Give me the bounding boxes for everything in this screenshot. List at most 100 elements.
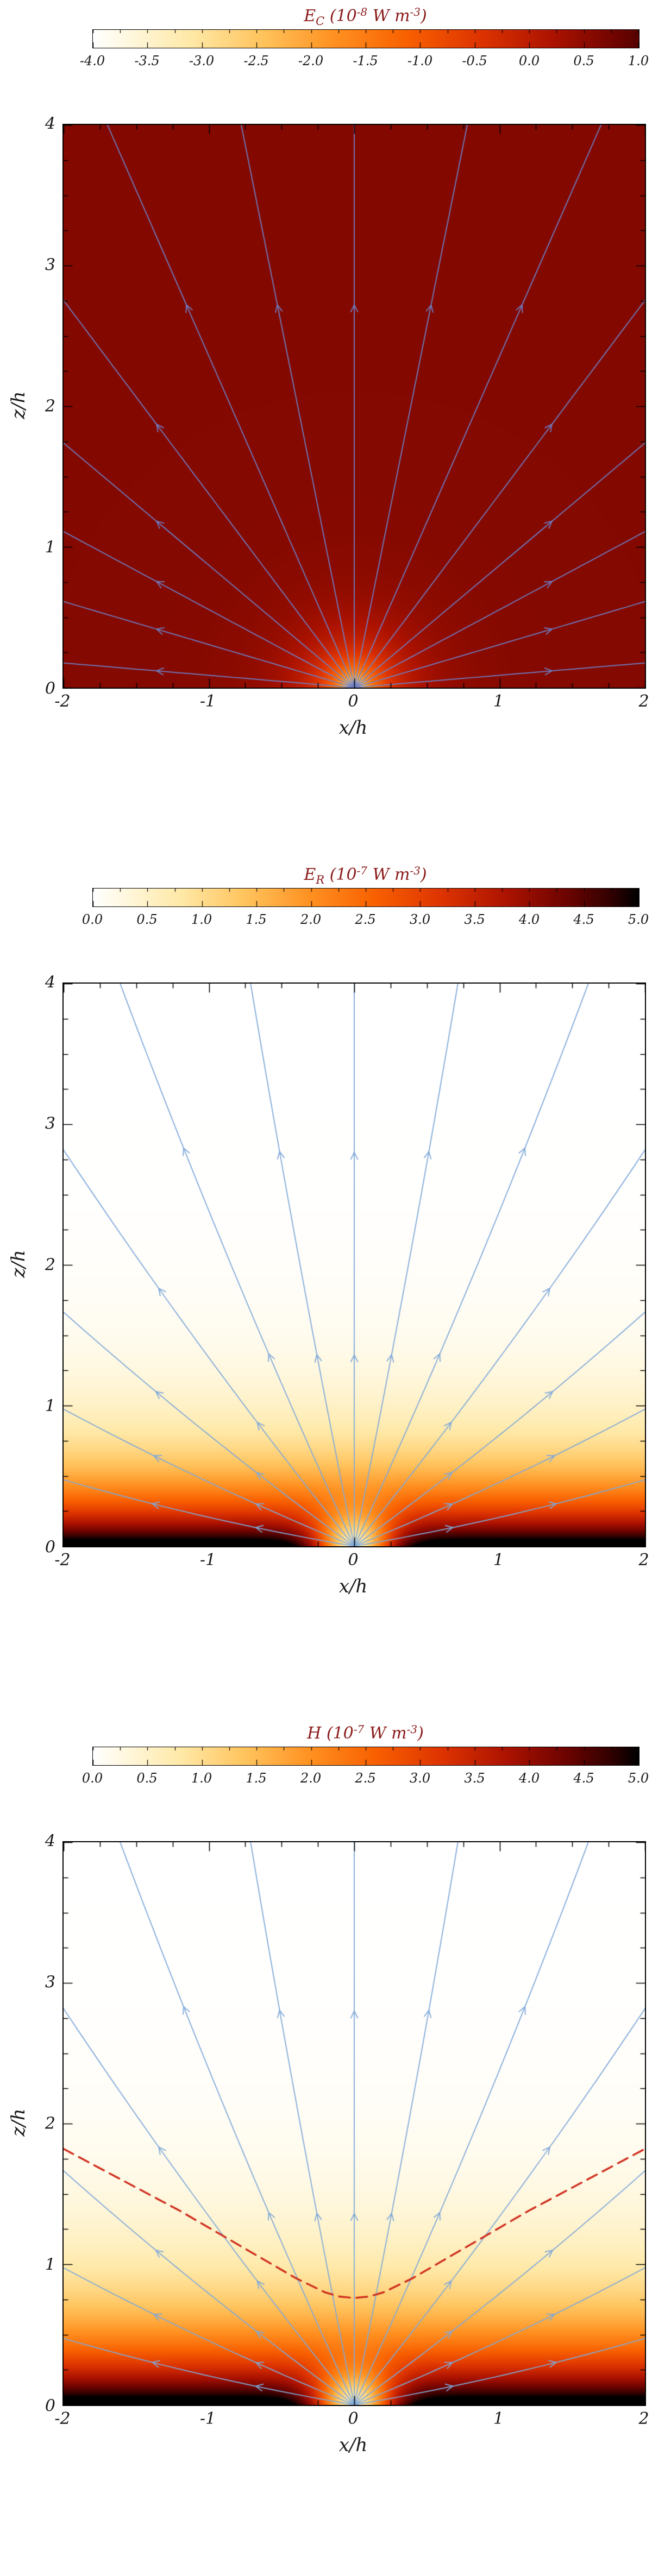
heatmap-streamlines-canvas [62, 982, 646, 1547]
colorbar-tick-label: 4.5 [573, 912, 594, 927]
heatmap-streamlines-canvas [62, 1841, 646, 2406]
x-tick-label: -2 [54, 692, 71, 711]
y-tick-label: 1 [45, 538, 55, 557]
x-tick-label: 1 [493, 2409, 504, 2428]
heatmap-streamlines-canvas [62, 124, 646, 689]
y-tick-label: 2 [45, 2114, 55, 2133]
x-tick-label: 0 [348, 2409, 359, 2428]
title-segment: -7 [353, 1723, 365, 1736]
colorbar-tick-label: 3.5 [464, 912, 485, 927]
title-segment: E [304, 865, 316, 884]
title-segment: H [307, 1724, 322, 1743]
y-tick-label: 1 [45, 2255, 55, 2275]
colorbar-tick-label: 2.5 [355, 1771, 376, 1786]
title-segment: ) [417, 1724, 424, 1743]
x-tick-label: 2 [638, 1551, 649, 1570]
x-tick-label: 2 [638, 692, 649, 711]
colorbar-tick-label: 5.0 [628, 1771, 649, 1786]
title-segment: (10 [324, 865, 357, 884]
title-segment: W m [364, 1724, 407, 1743]
colorbar-title: ER (10-7 W m-3) [92, 864, 638, 886]
panel-er: ER (10-7 W m-3) 0.0 0.5 1.0 1.5 2.0 2.5 3.0 3.5… [0, 859, 652, 1717]
title-segment: ) [420, 865, 427, 884]
y-tick-label: 4 [45, 973, 55, 992]
title-segment: W m [367, 865, 410, 884]
colorbar-tick-label: 4.0 [518, 1771, 540, 1786]
colorbar-title: EC (10-8 W m-3) [92, 5, 638, 28]
y-axis-tick-labels: 0 1 2 3 4 [0, 973, 55, 1557]
title-segment: C [316, 15, 325, 28]
title-segment: -3 [410, 864, 421, 877]
title-segment: ) [421, 7, 427, 26]
colorbar-tick-label: 1.5 [246, 912, 267, 927]
title-segment: -3 [406, 1723, 418, 1736]
y-tick-label: 1 [45, 1396, 55, 1416]
y-tick-label: 4 [45, 114, 55, 134]
y-tick-label: 0 [45, 1538, 55, 1557]
colorbar-tick-label: 2.0 [300, 912, 322, 927]
colorbar-tick-label: 1.0 [191, 1771, 212, 1786]
title-segment: -7 [356, 864, 368, 877]
x-tick-label: 1 [493, 1551, 504, 1570]
colorbar-gradient [92, 1747, 640, 1766]
x-axis-label: x/h [338, 717, 368, 739]
colorbar-tick-label: -2.0 [298, 53, 324, 68]
colorbar-tick-label: 4.5 [573, 1771, 594, 1786]
colorbar-tick-label: 0.5 [573, 53, 594, 68]
colorbar-tick-label: -3.5 [134, 53, 160, 68]
colorbar-tick-label: -1.0 [407, 53, 433, 68]
y-tick-label: 0 [45, 679, 55, 698]
colorbar-tick-label: 0.0 [518, 53, 540, 68]
colorbar-tick-labels: 0.0 0.5 1.0 1.5 2.0 2.5 3.0 3.5 4.0 4.5 5.0 [82, 912, 649, 928]
x-tick-label: -1 [199, 1551, 216, 1570]
y-tick-label: 4 [45, 1831, 55, 1851]
colorbar-tick-label: 1.0 [191, 912, 212, 927]
colorbar-tick-label: -4.0 [79, 53, 105, 68]
y-axis-tick-labels: 0 1 2 3 4 [0, 1832, 55, 2416]
y-tick-label: 2 [45, 396, 55, 416]
y-tick-label: 3 [45, 1114, 55, 1133]
title-segment: (10 [321, 1724, 354, 1743]
colorbar-tick-label: 2.5 [355, 912, 376, 927]
title-segment: R [316, 873, 325, 886]
x-tick-label: -1 [199, 2409, 216, 2428]
colorbar-tick-labels: -4.0 -3.5 -3.0 -2.5 -2.0 -1.5 -1.0 -0.5 0.0 0.5 1.… [80, 53, 649, 70]
panel-h: H (10-7 W m-3) 0.0 0.5 1.0 1.5 2.0 2.5 3.0 3.5 4… [0, 1717, 652, 2576]
colorbar-tick-label: 4.0 [518, 912, 540, 927]
y-tick-label: 3 [45, 255, 55, 275]
colorbar-gradient [92, 29, 640, 48]
x-axis-label: x/h [338, 1576, 368, 1597]
x-axis-tick-labels: -2 -1 0 1 2 [54, 692, 649, 713]
colorbar-tick-label: 5.0 [628, 912, 649, 927]
title-segment: -8 [356, 5, 368, 18]
panel-ec: EC (10-8 W m-3) -4.0 -3.5 -3.0 -2.5 -2.0 -1.5… [0, 0, 652, 859]
colorbar-tick-label: -0.5 [462, 53, 487, 68]
colorbar-title: H (10-7 W m-3) [92, 1723, 638, 1743]
x-axis-tick-labels: -2 -1 0 1 2 [54, 2409, 649, 2430]
x-tick-label: 0 [348, 1551, 359, 1570]
title-segment: E [304, 7, 316, 26]
colorbar-gradient [92, 888, 640, 907]
colorbar-tick-label: 0.5 [136, 1771, 158, 1786]
title-segment: (10 [324, 7, 357, 26]
colorbar-tick-labels: 0.0 0.5 1.0 1.5 2.0 2.5 3.0 3.5 4.0 4.5 5.0 [82, 1771, 649, 1787]
title-segment: W m [367, 7, 410, 26]
title-segment: -3 [410, 5, 421, 18]
x-tick-label: 1 [493, 692, 504, 711]
colorbar-tick-label: 3.5 [464, 1771, 485, 1786]
x-tick-label: 2 [638, 2409, 649, 2428]
x-tick-label: 0 [348, 692, 359, 711]
colorbar-tick-label: 0.0 [82, 1771, 103, 1786]
colorbar-tick-label: 1.5 [246, 1771, 267, 1786]
colorbar-tick-label: 3.0 [409, 1771, 431, 1786]
x-axis-label: x/h [338, 2434, 368, 2456]
x-tick-label: -2 [54, 2409, 71, 2428]
y-axis-label: z/h [8, 2108, 29, 2137]
x-tick-label: -2 [54, 1551, 71, 1570]
y-axis-label: z/h [8, 391, 29, 419]
y-tick-label: 3 [45, 1973, 55, 1992]
x-axis-tick-labels: -2 -1 0 1 2 [54, 1551, 649, 1571]
colorbar-tick-label: -2.5 [243, 53, 269, 68]
colorbar-tick-label: -1.5 [353, 53, 378, 68]
